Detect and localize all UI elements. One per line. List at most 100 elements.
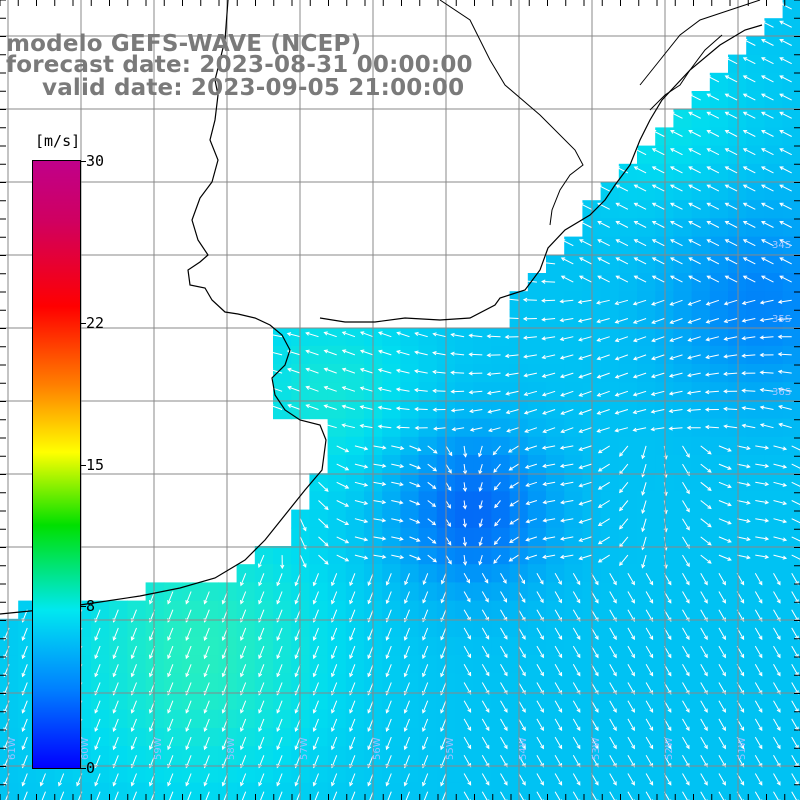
wind-arrow-head — [416, 537, 421, 542]
wind-arrow — [670, 184, 683, 192]
wind-arrow-head — [450, 408, 456, 413]
wind-arrow — [724, 318, 738, 323]
wind-arrow — [354, 481, 368, 486]
wind-arrow — [276, 755, 283, 768]
speed-cell — [691, 182, 711, 201]
wind-arrow — [761, 57, 774, 65]
speed-cell — [527, 400, 547, 420]
wind-arrow — [597, 372, 610, 378]
wind-arrow-head — [149, 727, 153, 732]
wind-arrow — [597, 409, 610, 415]
wind-arrow — [579, 518, 592, 524]
wind-arrow — [479, 482, 483, 492]
wind-arrow-head — [596, 428, 601, 433]
wind-arrow — [536, 682, 544, 695]
wind-arrow — [463, 445, 467, 457]
wind-arrow — [463, 664, 472, 676]
wind-arrow-head — [722, 581, 726, 586]
wind-arrow — [187, 791, 192, 800]
speed-cell — [345, 364, 365, 383]
brazil-border — [639, 0, 761, 86]
wind-arrow-head — [596, 374, 601, 379]
wind-arrow — [705, 426, 719, 429]
wind-arrow-head — [331, 636, 335, 641]
wind-arrow — [707, 184, 720, 192]
wind-arrow — [269, 368, 283, 374]
wind-arrow — [342, 331, 356, 338]
speed-cell — [564, 546, 583, 565]
wind-arrow-head — [414, 331, 419, 336]
wind-arrow — [682, 591, 690, 604]
wind-arrow-head — [633, 239, 639, 243]
wind-arrow-head — [305, 385, 310, 390]
wind-arrow — [240, 664, 247, 677]
wind-arrow-head — [578, 392, 583, 397]
wind-arrow — [463, 627, 471, 640]
wind-arrow — [761, 275, 774, 283]
speed-cell — [746, 54, 765, 74]
speed-cell — [637, 200, 656, 219]
wind-arrow — [560, 481, 574, 486]
wind-arrow-head — [221, 636, 226, 641]
wind-arrow — [269, 386, 283, 392]
wind-arrow — [542, 318, 556, 321]
wind-arrow — [645, 773, 654, 786]
wind-arrow-head — [493, 559, 498, 564]
longitude-label: 57W — [299, 737, 310, 760]
wind-arrow-head — [759, 300, 765, 305]
speed-cell — [709, 382, 729, 401]
wind-arrow-head — [685, 744, 690, 750]
wind-arrow — [451, 353, 465, 356]
wind-arrow — [360, 387, 374, 392]
wind-arrow — [204, 773, 210, 786]
wind-arrow — [779, 257, 792, 265]
wind-arrow-head — [240, 581, 244, 587]
speed-cell — [291, 782, 310, 800]
wind-arrow — [578, 318, 592, 322]
wind-arrow — [670, 221, 683, 228]
wind-arrow — [609, 791, 616, 800]
wind-arrow-head — [112, 709, 117, 714]
wind-arrow — [240, 755, 247, 768]
speed-cell — [637, 145, 656, 165]
wind-arrow-head — [776, 581, 781, 586]
wind-arrow — [560, 318, 574, 322]
wind-arrow — [422, 627, 429, 640]
wind-arrow — [404, 773, 410, 786]
wind-arrow — [185, 773, 192, 786]
wind-arrow-head — [578, 257, 584, 262]
speed-cell — [18, 782, 37, 800]
speed-cell — [764, 36, 784, 56]
wind-arrow-head — [686, 425, 692, 430]
wind-arrow-head — [541, 279, 546, 284]
wind-arrow — [185, 755, 192, 768]
wind-arrow-head — [541, 445, 547, 450]
wind-arrow-head — [523, 410, 529, 415]
wind-arrow-head — [667, 726, 672, 732]
wind-arrow — [579, 463, 592, 469]
wind-arrow-head — [395, 387, 401, 392]
wind-arrow — [440, 664, 447, 677]
wind-arrow-head — [612, 708, 617, 713]
wind-arrow — [700, 609, 708, 622]
wind-arrow-head — [94, 709, 99, 714]
wind-arrow — [543, 536, 556, 540]
wind-arrow — [743, 75, 756, 83]
wind-arrow-head — [631, 781, 635, 786]
speed-cell — [527, 436, 547, 456]
wind-arrow-head — [478, 504, 483, 510]
wind-arrow — [451, 409, 465, 412]
wind-arrow — [634, 202, 647, 210]
wind-arrow — [651, 299, 665, 306]
wind-arrow-head — [559, 318, 564, 323]
wind-arrow — [440, 645, 447, 659]
wind-arrow — [167, 718, 174, 732]
wind-arrow-head — [632, 301, 638, 306]
wind-arrow-head — [779, 2, 784, 7]
wind-arrow-head — [746, 500, 751, 505]
wind-arrow-head — [742, 275, 748, 280]
wind-arrow-head — [558, 635, 563, 640]
wind-arrow-head — [399, 555, 405, 560]
speed-cell — [600, 527, 620, 547]
wind-arrow — [367, 755, 374, 768]
